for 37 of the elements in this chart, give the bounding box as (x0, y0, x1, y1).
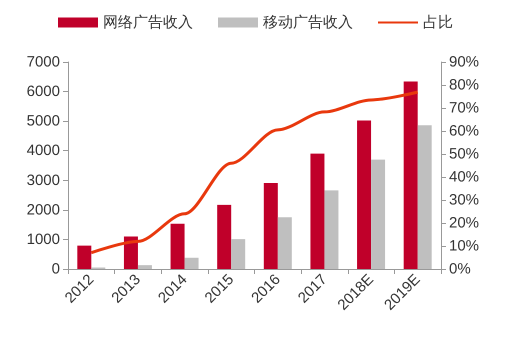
legend-label: 占比 (423, 14, 453, 31)
bar (264, 182, 278, 269)
line-series (90, 90, 420, 254)
legend-label: 网络广告收入 (103, 14, 193, 31)
bar (310, 154, 324, 269)
y2-tick-label: 70% (449, 100, 480, 116)
y-tick-label: 4000 (26, 142, 60, 160)
bar (77, 246, 92, 269)
bar (404, 82, 418, 269)
y2-tick-label: 90% (449, 54, 480, 70)
y2-tick-label: 30% (449, 192, 480, 208)
bar (418, 125, 432, 269)
bar (278, 217, 292, 269)
y2-tick-label: 50% (449, 146, 480, 162)
y2-tick-label: 20% (449, 214, 480, 232)
y2-tick-label: 0% (449, 260, 471, 278)
bar (124, 236, 138, 269)
bar (357, 120, 372, 269)
bar (231, 239, 246, 269)
bar (170, 224, 185, 269)
y-tick-label: 7000 (26, 54, 60, 70)
bar (371, 160, 386, 269)
y-tick-label: 3000 (26, 172, 60, 189)
bar (324, 190, 338, 269)
y-tick-label: 2000 (26, 201, 60, 218)
y2-tick-label: 80% (449, 76, 480, 94)
bar (184, 258, 199, 269)
y-tick-label: 5000 (26, 112, 60, 130)
y-tick-label: 6000 (26, 83, 60, 100)
y-tick-label: 1000 (26, 230, 60, 248)
bar (217, 204, 232, 269)
y2-tick-label: 10% (449, 238, 480, 254)
bar (138, 265, 152, 269)
legend-label: 移动广告收入 (263, 14, 353, 31)
y-tick-label: 0 (52, 260, 60, 278)
y2-tick-label: 40% (449, 168, 480, 186)
y2-tick-label: 60% (449, 122, 480, 140)
